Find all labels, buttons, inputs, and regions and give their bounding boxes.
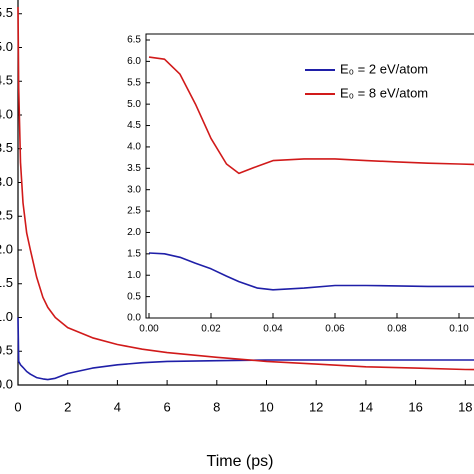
y-tick-label: 4.0	[127, 142, 141, 153]
y-tick-label: 1.0	[0, 309, 13, 324]
x-tick-label: 0.06	[325, 324, 345, 335]
y-tick-label: 4.0	[0, 106, 13, 121]
x-tick-label: 2	[64, 399, 71, 414]
y-tick-label: 3.5	[0, 140, 13, 155]
y-tick-label: 2.0	[127, 227, 141, 238]
data-line	[148, 56, 474, 175]
y-tick-label: 2.0	[0, 241, 13, 256]
y-tick-label: 3.5	[127, 163, 141, 174]
data-line	[17, 6, 474, 371]
y-tick-label: 6.0	[127, 56, 141, 67]
y-tick-label: 4.5	[127, 120, 141, 131]
y-tick-label: 5.0	[0, 39, 13, 54]
x-tick-label: 6	[163, 399, 170, 414]
y-tick-label: 2.5	[0, 208, 13, 223]
x-tick-label: 4	[114, 399, 121, 414]
x-tick-label: 18	[458, 399, 472, 414]
y-tick-label: 3.0	[0, 174, 13, 189]
x-tick-label: 8	[213, 399, 220, 414]
legend-label: E₀ = 8 eV/atom	[340, 85, 428, 100]
y-tick-label: 0.5	[127, 291, 141, 302]
y-tick-label: 1.5	[0, 275, 13, 290]
y-tick-label: 5.0	[127, 99, 141, 110]
x-tick-label: 0.08	[387, 324, 407, 335]
x-tick-label: 12	[309, 399, 323, 414]
y-tick-label: 2.5	[127, 206, 141, 217]
y-tick-label: 6.5	[127, 35, 141, 46]
y-tick-label: 4.5	[0, 73, 13, 88]
x-tick-label: 10	[259, 399, 273, 414]
y-tick-label: 1.0	[127, 270, 141, 281]
x-tick-label: 0	[14, 399, 21, 414]
y-tick-label: 0.5	[0, 343, 13, 358]
x-axis-label: Time (ps)	[207, 453, 274, 470]
legend-label: E₀ = 2 eV/atom	[340, 61, 428, 76]
data-line	[148, 252, 474, 291]
x-tick-label: 0.02	[201, 324, 221, 335]
y-tick-label: 5.5	[127, 77, 141, 88]
y-tick-label: 0.0	[127, 313, 141, 324]
x-tick-label: 14	[359, 399, 373, 414]
inset-frame	[145, 33, 474, 319]
y-tick-label: 1.5	[127, 248, 141, 259]
y-tick-label: 5.5	[0, 5, 13, 20]
x-tick-label: 0.10	[449, 324, 469, 335]
x-tick-label: 0.04	[263, 324, 283, 335]
x-tick-label: 0.00	[139, 324, 159, 335]
x-tick-label: 16	[408, 399, 422, 414]
y-tick-label: 3.0	[127, 184, 141, 195]
y-tick-label: 0.0	[0, 376, 13, 391]
data-line	[17, 317, 474, 381]
